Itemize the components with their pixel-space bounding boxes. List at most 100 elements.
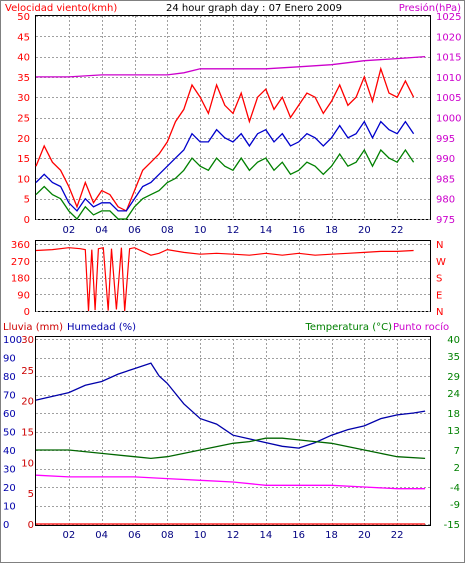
x-tick-label: 04 <box>95 225 108 236</box>
pressure-tick-label: 985 <box>436 174 455 185</box>
compass-label: E <box>436 290 442 301</box>
wind-tick-label: 10 <box>17 174 30 185</box>
humidity-tick-label: 20 <box>3 483 16 494</box>
x-tick-label: 20 <box>358 225 371 236</box>
rain-axis-title: Lluvia (mm) <box>3 322 63 333</box>
wind-tick-label: 30 <box>17 93 30 104</box>
humidity-tick-label: 10 <box>3 502 16 513</box>
series-line-dewpoint <box>35 474 426 490</box>
x-tick-label: 16 <box>292 225 305 236</box>
wind-x-axis-ticks: 02 04 06 08 10 12 14 16 18 20 22 <box>62 225 403 236</box>
wind-tick-label: 35 <box>17 73 30 84</box>
x-tick-label: 18 <box>325 530 338 541</box>
humidity-tick-label: 100 <box>3 335 22 346</box>
temperature-axis-title: Temperatura (°C) <box>304 322 392 333</box>
x-tick-label: 02 <box>62 530 75 541</box>
x-tick-label: 22 <box>391 225 404 236</box>
series-line-gust <box>35 66 415 212</box>
x-tick-label: 22 <box>391 530 404 541</box>
humidity-tick-label: 80 <box>3 372 16 383</box>
rain-tick-label: 30 <box>21 335 34 346</box>
x-tick-label: 14 <box>259 225 272 236</box>
humidity-panel-marks <box>35 362 426 525</box>
pressure-tick-label: 975 <box>436 215 455 226</box>
wind-tick-label: 20 <box>17 134 30 145</box>
x-tick-label: 14 <box>259 530 272 541</box>
temperature-tick-label: 29 <box>447 372 460 383</box>
pressure-tick-label: 1015 <box>436 53 461 64</box>
series-line-pressure <box>36 55 426 78</box>
rain-axis-ticks: 0 5 10 15 20 25 30 <box>21 335 34 531</box>
x-tick-label: 06 <box>128 225 141 236</box>
series-line-direction <box>35 246 414 312</box>
humidity-tick-label: 30 <box>3 465 16 476</box>
x-tick-label: 20 <box>358 530 371 541</box>
temperature-tick-label: 13 <box>447 426 460 437</box>
direction-tick-label: 180 <box>11 274 30 285</box>
wind-panel-marks <box>35 55 426 221</box>
series-line-humidity <box>35 362 426 449</box>
series-line-avg <box>35 120 415 212</box>
series-line-speed <box>35 148 415 221</box>
compass-label: N <box>436 307 443 318</box>
wind-axis-ticks: 0 5 10 15 20 25 30 35 40 45 50 <box>17 12 30 226</box>
humidity-panel-frame <box>35 336 431 526</box>
compass-label: S <box>436 274 442 285</box>
wind-tick-label: 25 <box>17 114 30 125</box>
temperature-tick-label: 40 <box>447 335 460 346</box>
compass-label: N <box>436 240 443 251</box>
pressure-tick-label: 1010 <box>436 73 461 84</box>
humidity-axis-title: Humedad (%) <box>67 322 136 333</box>
humidity-panel-grid <box>36 339 430 525</box>
chart-title: 24 hour graph day : 07 Enero 2009 <box>166 3 342 14</box>
pressure-tick-label: 1025 <box>436 12 461 23</box>
x-tick-label: 04 <box>95 530 108 541</box>
direction-tick-label: 270 <box>11 257 30 268</box>
x-tick-label: 06 <box>128 530 141 541</box>
temperature-axis-ticks: -15 -9 -4 2 7 13 18 24 29 35 40 <box>444 335 460 531</box>
pressure-tick-label: 995 <box>436 134 455 145</box>
temperature-tick-label: 24 <box>447 389 460 400</box>
temperature-tick-label: -4 <box>450 483 460 494</box>
pressure-tick-label: 1005 <box>436 93 461 104</box>
rain-tick-label: 10 <box>21 458 34 469</box>
pressure-tick-label: 990 <box>436 154 455 165</box>
wind-tick-label: 5 <box>24 195 30 206</box>
rain-tick-label: 20 <box>21 397 34 408</box>
pressure-tick-label: 1020 <box>436 32 461 43</box>
wind-tick-label: 0 <box>24 215 30 226</box>
x-tick-label: 12 <box>227 225 240 236</box>
pressure-tick-label: 980 <box>436 195 455 206</box>
humidity-tick-label: 40 <box>3 446 16 457</box>
humidity-tick-label: 0 <box>3 520 9 531</box>
x-tick-label: 10 <box>194 530 207 541</box>
dewpoint-axis-title: Punto rocío <box>393 321 449 333</box>
direction-panel-marks <box>35 246 414 312</box>
x-tick-label: 10 <box>194 225 207 236</box>
compass-label: W <box>436 257 446 268</box>
x-tick-label: 08 <box>161 225 174 236</box>
x-tick-label: 16 <box>292 530 305 541</box>
series-line-temperature <box>36 437 426 460</box>
wind-tick-label: 45 <box>17 32 30 43</box>
x-tick-label: 18 <box>325 225 338 236</box>
temperature-tick-label: -9 <box>450 500 460 511</box>
wind-tick-label: 40 <box>17 53 30 64</box>
x-tick-label: 08 <box>161 530 174 541</box>
temperature-tick-label: 35 <box>447 352 460 363</box>
x-tick-label: 12 <box>227 530 240 541</box>
humidity-tick-label: 50 <box>3 428 16 439</box>
rain-tick-label: 15 <box>21 428 34 439</box>
humidity-axis-ticks: 0 10 20 30 40 50 60 70 80 90 100 <box>3 335 22 531</box>
direction-panel-grid <box>36 240 430 312</box>
humidity-tick-label: 90 <box>3 354 16 365</box>
temperature-tick-label: 2 <box>454 463 460 474</box>
direction-tick-label: 90 <box>17 290 30 301</box>
temperature-tick-label: 7 <box>454 446 460 457</box>
direction-axis-ticks: 0 90 180 270 360 <box>11 240 30 318</box>
pressure-tick-label: 1000 <box>436 114 461 125</box>
direction-tick-label: 0 <box>24 307 30 318</box>
wind-tick-label: 15 <box>17 154 30 165</box>
